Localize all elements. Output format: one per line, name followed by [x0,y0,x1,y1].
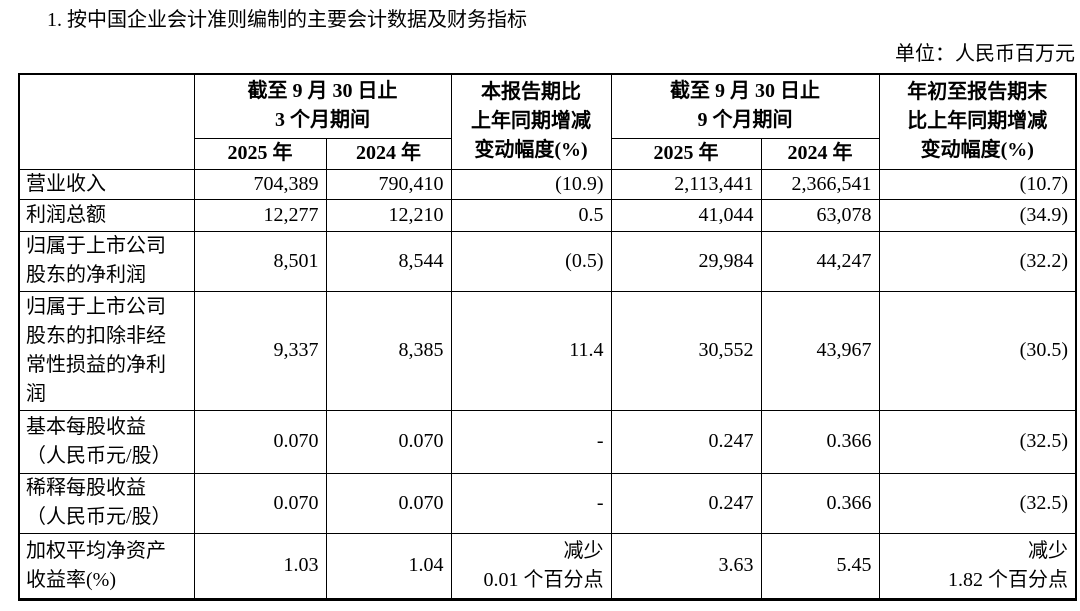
value-3m-change: 减少 0.01 个百分点 [450,532,612,600]
value-3m-2025: 8,501 [193,230,327,292]
header-3m-period: 截至 9 月 30 日止 3 个月期间 [193,73,452,139]
value-3m-2025: 0.070 [193,472,327,534]
value-3m-2025: 12,277 [193,198,327,232]
row-label: 归属于上市公司 股东的净利润 [18,230,195,292]
value-9m-change: (30.5) [878,290,1077,411]
value-9m-2025: 3.63 [610,532,762,600]
value-9m-2024: 2,366,541 [760,168,880,200]
row-label: 稀释每股收益 （人民币元/股） [18,472,195,534]
value-3m-2024: 12,210 [325,198,452,232]
value-3m-change: 0.5 [450,198,612,232]
value-3m-2024: 0.070 [325,409,452,474]
header-3m-2024: 2024 年 [325,137,452,170]
value-9m-change: 减少 1.82 个百分点 [878,532,1077,600]
value-3m-2024: 8,544 [325,230,452,292]
header-row-years: 2025 年 2024 年 2025 年 2024 年 [19,137,1076,170]
value-3m-2024: 0.070 [325,472,452,534]
value-3m-2024: 1.04 [325,532,452,600]
table-row-net-profit-excl-nonrecurring: 归属于上市公司 股东的扣除非经 常性损益的净利 润 9,337 8,385 11… [18,290,1077,411]
value-9m-2025: 0.247 [610,409,762,474]
value-3m-2025: 704,389 [193,168,327,200]
table-row-basic-eps: 基本每股收益 （人民币元/股） 0.070 0.070 - 0.247 0.36… [18,409,1077,474]
value-9m-2025: 29,984 [610,230,762,292]
row-label: 利润总额 [18,198,195,232]
table-row-total-profit: 利润总额 12,277 12,210 0.5 41,044 63,078 (34… [18,198,1077,232]
value-9m-2025: 41,044 [610,198,762,232]
header-3m-2025: 2025 年 [193,137,327,170]
header-9m-period: 截至 9 月 30 日止 9 个月期间 [610,73,880,139]
table-row-weighted-avg-roe: 加权平均净资产 收益率(%) 1.03 1.04 减少 0.01 个百分点 3.… [18,532,1077,600]
value-9m-change: (10.7) [878,168,1077,200]
value-3m-change: 11.4 [450,290,612,411]
table-row-operating-revenue: 营业收入 704,389 790,410 (10.9) 2,113,441 2,… [18,168,1077,200]
value-3m-2025: 1.03 [193,532,327,600]
value-9m-change: (32.2) [878,230,1077,292]
value-3m-change: - [450,409,612,474]
value-3m-2024: 8,385 [325,290,452,411]
header-ytd-change: 年初至报告期末 比上年同期增减 变动幅度(%) [878,73,1077,170]
header-blank-corner [18,73,195,170]
value-3m-change: - [450,472,612,534]
header-9m-2025: 2025 年 [610,137,762,170]
value-9m-2024: 0.366 [760,409,880,474]
value-9m-change: (32.5) [878,409,1077,474]
header-9m-2024: 2024 年 [760,137,880,170]
value-3m-2025: 9,337 [193,290,327,411]
value-9m-2025: 0.247 [610,472,762,534]
value-9m-2024: 0.366 [760,472,880,534]
value-3m-2024: 790,410 [325,168,452,200]
row-label: 营业收入 [18,168,195,200]
row-label: 归属于上市公司 股东的扣除非经 常性损益的净利 润 [18,290,195,411]
value-9m-2025: 2,113,441 [610,168,762,200]
financial-indicators-table: 截至 9 月 30 日止 3 个月期间 本报告期比 上年同期增减 变动幅度(%)… [18,73,1077,601]
header-row-periods: 截至 9 月 30 日止 3 个月期间 本报告期比 上年同期增减 变动幅度(%)… [18,73,1077,170]
value-9m-change: (32.5) [878,472,1077,534]
unit-note: 单位：人民币百万元 [895,43,1075,65]
value-3m-2025: 0.070 [193,409,327,474]
value-9m-2024: 43,967 [760,290,880,411]
row-label: 基本每股收益 （人民币元/股） [18,409,195,474]
value-9m-2024: 63,078 [760,198,880,232]
value-9m-change: (34.9) [878,198,1077,232]
row-label: 加权平均净资产 收益率(%) [18,532,195,600]
value-9m-2024: 44,247 [760,230,880,292]
value-9m-2025: 30,552 [610,290,762,411]
report-title: 1. 按中国企业会计准则编制的主要会计数据及财务指标 [47,9,527,31]
value-3m-change: (0.5) [450,230,612,292]
header-qoq-change: 本报告期比 上年同期增减 变动幅度(%) [450,73,612,170]
value-3m-change: (10.9) [450,168,612,200]
value-9m-2024: 5.45 [760,532,880,600]
table-row-net-profit-attributable: 归属于上市公司 股东的净利润 8,501 8,544 (0.5) 29,984 … [18,230,1077,292]
table-row-diluted-eps: 稀释每股收益 （人民币元/股） 0.070 0.070 - 0.247 0.36… [18,472,1077,534]
